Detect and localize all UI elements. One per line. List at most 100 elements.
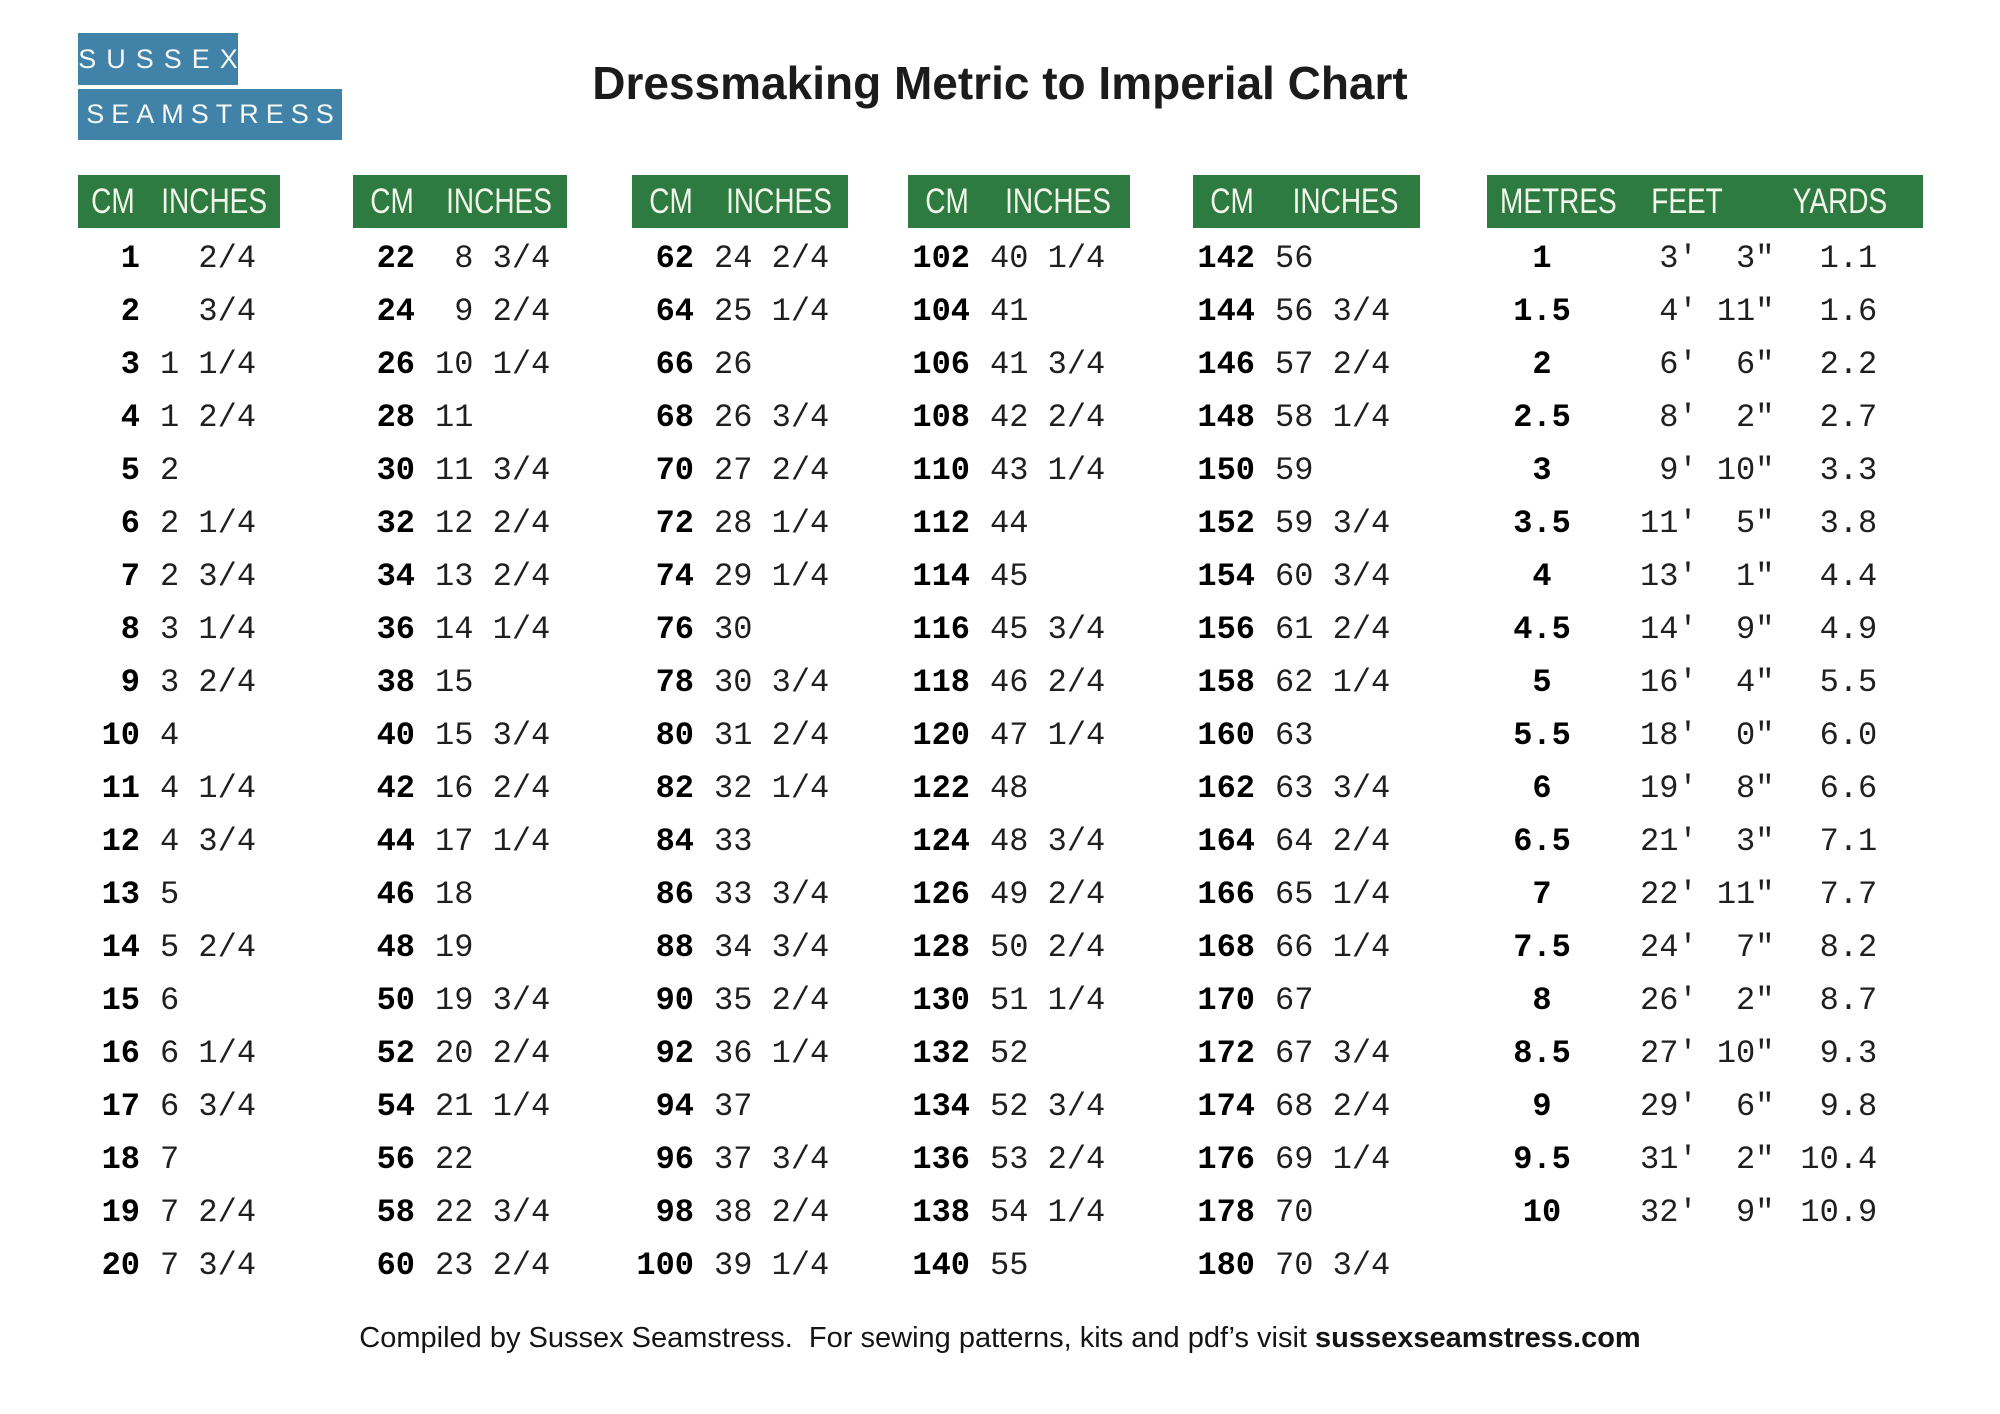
table-row: 78 30 3/4 [632,656,848,709]
table-cell: 13' 1" [1640,558,1775,595]
table-row: 66 26 [632,338,848,391]
table-row: 7 2 3/4 [78,550,280,603]
table-row: 130 51 1/4 [908,974,1130,1027]
table-cell: 38 2/4 [714,1194,830,1231]
table-cell: 176 [1197,1141,1255,1178]
table-cell: 9.3 [1800,1035,1878,1072]
table-cell: 48 [376,929,415,966]
table-cell: 18 [101,1141,140,1178]
table-row: 152 59 3/4 [1193,497,1420,550]
table-row: 104 41 [908,285,1130,338]
table-cell: 10 1/4 [435,346,551,383]
table-cell: 10.9 [1800,1194,1878,1231]
table-cell: 146 [1197,346,1255,383]
table-cell: 4 [1532,558,1552,595]
table-row: 24 9 2/4 [353,285,567,338]
table-cell: 57 2/4 [1275,346,1391,383]
table-cell: 9.8 [1800,1088,1878,1125]
table-cell: 44 [990,505,1029,542]
table-cell: 46 2/4 [990,664,1106,701]
table-cell: 67 3/4 [1275,1035,1391,1072]
table-cell: 45 [990,558,1029,595]
table-cell: 3.8 [1800,505,1878,542]
table-row: 44 17 1/4 [353,815,567,868]
conversion-table-metres-feet-yards: METRES FEET YARDS 1 3' 3" 1.1 1.5 4' 11" 1.6… [1487,175,1923,1239]
table-cell: 6 [1532,770,1552,807]
table-body: 62 24 2/4 64 25 1/4 66 26 68 26 3/4 70 27 2/4 72 28… [632,232,848,1292]
table-cell: 60 [376,1247,415,1284]
conversion-table-cm-142-180: CM INCHES 142 56 144 56 3/4 146 57 2/4 148 58 1/4… [1193,175,1420,1292]
table-body: 142 56 144 56 3/4 146 57 2/4 148 58 1/4 150 59 152… [1193,232,1420,1292]
table-cell: 5 2/4 [160,929,257,966]
table-cell: 124 [912,823,970,860]
table-row: 174 68 2/4 [1193,1080,1420,1133]
table-cell: 22 [435,1141,474,1178]
table-cell: 7 3/4 [160,1247,257,1284]
table-row: 138 54 1/4 [908,1186,1130,1239]
table-row: 26 10 1/4 [353,338,567,391]
table-cell: 27 2/4 [714,452,830,489]
table-cell: 114 [912,558,970,595]
column-header-cm: CM [1210,181,1254,221]
table-row: 10 4 [78,709,280,762]
table-body: 1 2/4 2 3/4 3 1 1/4 4 1 2/4 5 2 6 2 1/4 7 2 3/4 8 3 1… [78,232,280,1292]
table-cell: 134 [912,1088,970,1125]
table-cell: 7.5 [1513,929,1571,966]
table-row: 42 16 2/4 [353,762,567,815]
table-row: 7 22' 11" 7.7 [1487,868,1923,921]
table-cell: 58 1/4 [1275,399,1391,436]
table-row: 5.5 18' 0" 6.0 [1487,709,1923,762]
table-cell: 63 3/4 [1275,770,1391,807]
table-row: 3.5 11' 5" 3.8 [1487,497,1923,550]
table-cell: 42 2/4 [990,399,1106,436]
table-cell: 6 [120,505,140,542]
table-cell: 4 [120,399,140,436]
table-row: 142 56 [1193,232,1420,285]
table-cell: 116 [912,611,970,648]
column-header-cm: CM [649,181,693,221]
table-cell: 35 2/4 [714,982,830,1019]
table-cell: 102 [912,240,970,277]
table-cell: 14 1/4 [435,611,551,648]
table-cell: 29' 6" [1640,1088,1775,1125]
table-cell: 42 [376,770,415,807]
table-cell: 7 [1532,876,1552,913]
table-cell: 30 [376,452,415,489]
table-row: 58 22 3/4 [353,1186,567,1239]
table-row: 6 2 1/4 [78,497,280,550]
table-cell: 2 [160,452,180,489]
table-cell: 14' 9" [1640,611,1775,648]
table-row: 6 19' 8" 6.6 [1487,762,1923,815]
table-cell: 30 [714,611,753,648]
table-cell: 142 [1197,240,1255,277]
table-row: 170 67 [1193,974,1420,1027]
table-row: 156 61 2/4 [1193,603,1420,656]
table-cell: 2.2 [1800,346,1878,383]
table-header: CM INCHES [78,175,280,228]
table-cell: 60 3/4 [1275,558,1391,595]
table-cell: 13 [101,876,140,913]
table-cell: 29 1/4 [714,558,830,595]
table-cell: 130 [912,982,970,1019]
table-row: 118 46 2/4 [908,656,1130,709]
table-row: 6.5 21' 3" 7.1 [1487,815,1923,868]
table-cell: 22 [376,240,415,277]
table-cell: 152 [1197,505,1255,542]
table-cell: 74 [655,558,694,595]
table-cell: 34 [376,558,415,595]
table-cell: 2 [120,293,140,330]
table-row: 9 29' 6" 9.8 [1487,1080,1923,1133]
table-cell: 39 1/4 [714,1247,830,1284]
table-cell: 2 3/4 [160,558,257,595]
table-cell: 52 [990,1035,1029,1072]
table-row: 134 52 3/4 [908,1080,1130,1133]
table-cell: 56 3/4 [1275,293,1391,330]
table-cell: 92 [655,1035,694,1072]
table-row: 60 23 2/4 [353,1239,567,1292]
table-cell: 1.5 [1513,293,1571,330]
table-cell: 20 2/4 [435,1035,551,1072]
footer-website: sussexseamstress.com [1315,1322,1641,1354]
table-cell: 1 1/4 [160,346,257,383]
table-row: 120 47 1/4 [908,709,1130,762]
table-cell: 90 [655,982,694,1019]
